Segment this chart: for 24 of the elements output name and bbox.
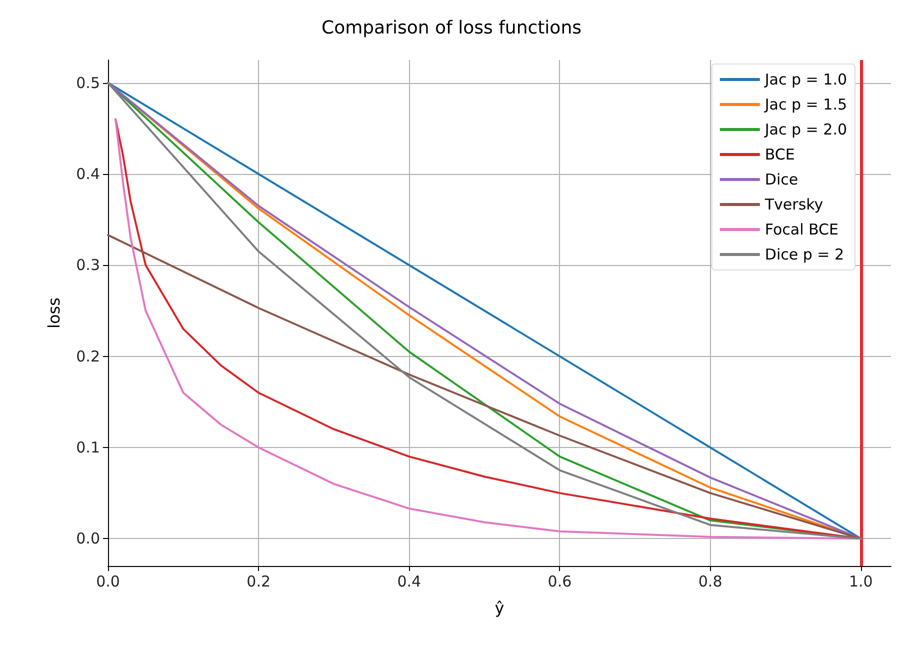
y-tick-label: 0.2 — [76, 347, 100, 366]
y-tick-label: 0.4 — [76, 164, 100, 183]
legend-label: Jac p = 2.0 — [764, 120, 848, 138]
x-tick-label: 1.0 — [848, 572, 873, 590]
y-tick-label: 0.1 — [76, 438, 100, 456]
x-tick-label: 0.4 — [397, 572, 422, 590]
x-tick-label: 0.8 — [698, 572, 722, 590]
legend-label: Focal BCE — [764, 220, 839, 238]
x-tick-label: 0.0 — [96, 572, 120, 590]
legend-label: Dice — [764, 170, 798, 188]
x-axis-title: ŷ — [494, 598, 504, 618]
legend-label: Dice p = 2 — [764, 246, 844, 264]
legend-label: Tversky — [764, 196, 824, 214]
legend-label: BCE — [764, 146, 795, 164]
chart-title: Comparison of loss functions — [322, 18, 582, 38]
y-tick-label: 0.3 — [76, 256, 100, 274]
legend-label: Jac p = 1.0 — [764, 70, 848, 88]
y-tick-label: 0.0 — [76, 530, 100, 548]
line-series — [107, 234, 862, 540]
legend-label: Jac p = 1.5 — [764, 96, 848, 114]
y-tick-label: 0.5 — [76, 74, 100, 92]
y-axis-title: loss — [44, 298, 64, 328]
x-tick-label: 0.6 — [548, 572, 572, 590]
x-tick-label: 0.2 — [246, 572, 271, 590]
